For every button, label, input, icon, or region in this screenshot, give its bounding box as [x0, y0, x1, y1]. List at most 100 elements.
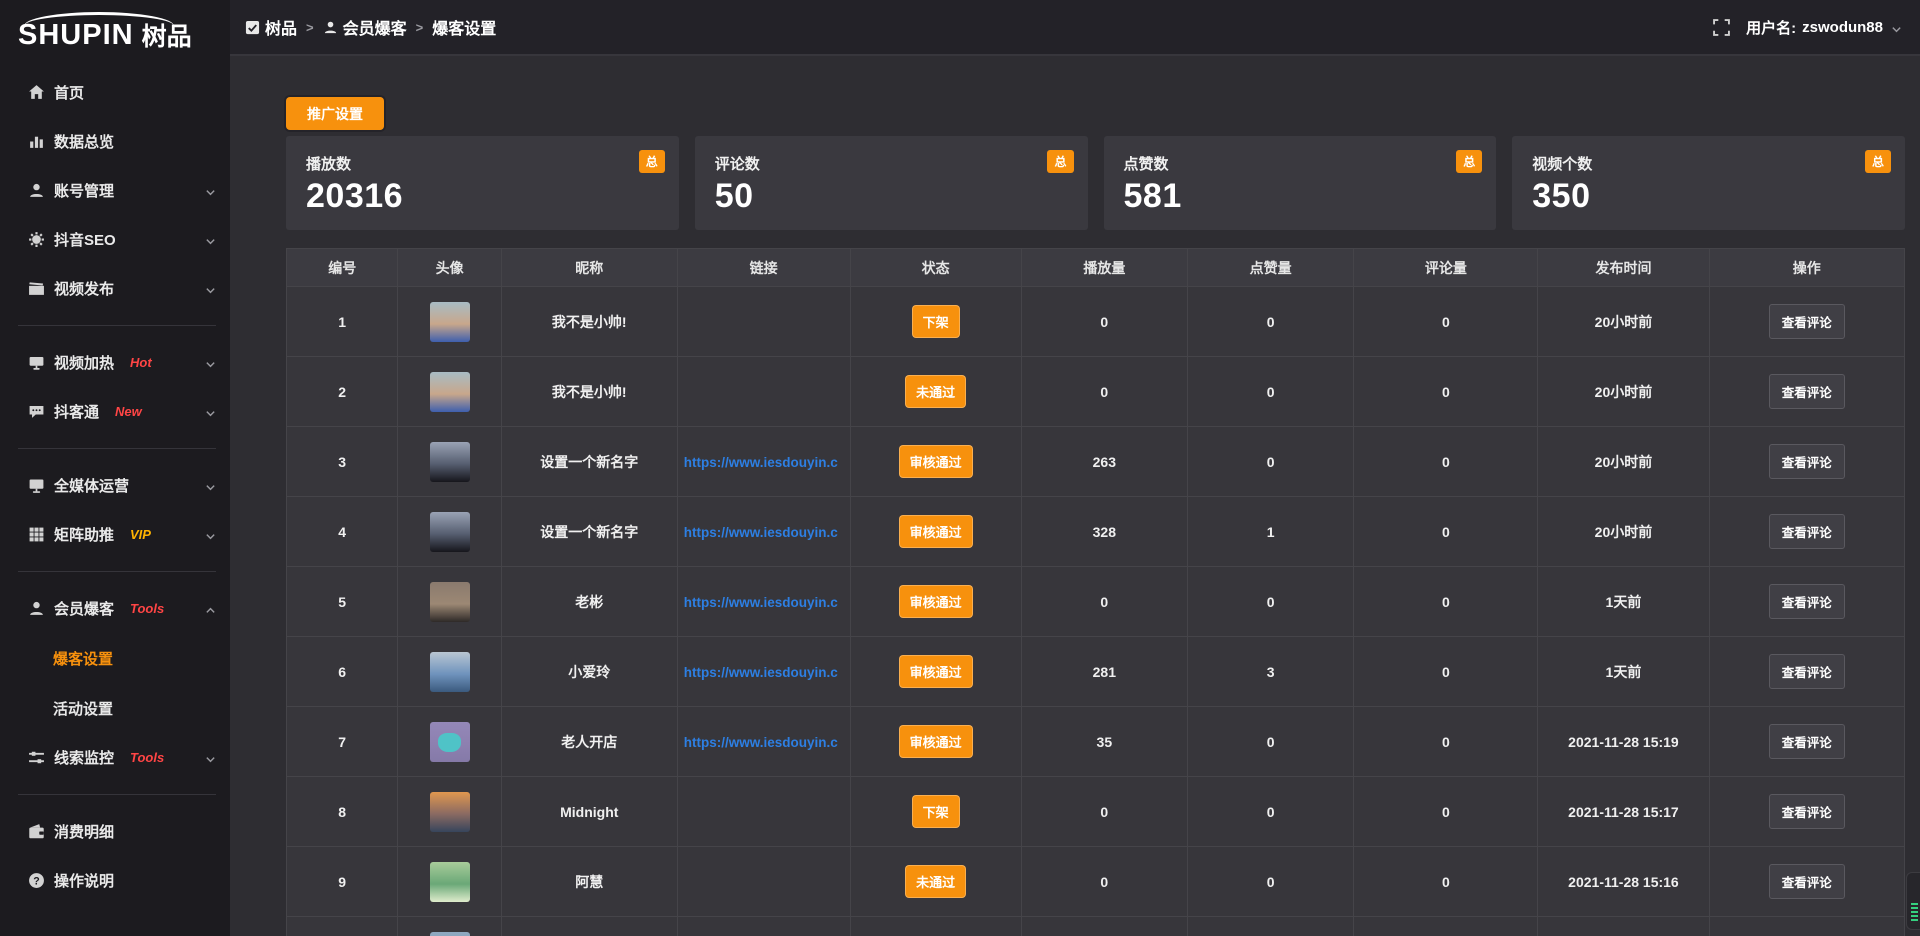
cell-status: 未通过	[849, 356, 1022, 427]
sidebar-subitem-label: 活动设置	[53, 700, 114, 718]
fullscreen-icon[interactable]	[1713, 18, 1731, 36]
column-header: 编号	[285, 248, 399, 287]
svg-text:?: ?	[33, 875, 39, 887]
view-comments-button[interactable]: 查看评论	[1768, 514, 1845, 549]
cell-plays	[1020, 916, 1188, 936]
table-row	[285, 916, 1906, 936]
sidebar-item-douketong[interactable]: 抖客通 New	[0, 387, 230, 436]
profile-link[interactable]: https://www.iesdouyin.c	[683, 734, 838, 750]
status-badge[interactable]: 审核通过	[898, 585, 973, 618]
cell-publish-time: 2021-11-28 15:16	[1537, 846, 1710, 917]
sidebar-item-omni-media[interactable]: 全媒体运营	[0, 461, 230, 510]
cell-avatar	[397, 776, 502, 847]
cell-actions: 查看评论	[1708, 426, 1906, 497]
avatar	[429, 441, 470, 482]
cell-status: 未通过	[849, 846, 1022, 917]
chevron-down-icon	[205, 234, 216, 245]
cell-likes: 0	[1186, 566, 1355, 637]
cell-status: 审核通过	[849, 566, 1022, 637]
chevron-down-icon	[205, 283, 216, 294]
sidebar-item-video-publish[interactable]: 视频发布	[0, 264, 230, 313]
status-badge[interactable]: 下架	[911, 305, 960, 338]
cell-nickname: 设置一个新名字	[500, 496, 678, 567]
cell-publish-time: 20小时前	[1537, 356, 1710, 427]
profile-link[interactable]: https://www.iesdouyin.c	[683, 664, 838, 680]
column-header: 昵称	[500, 248, 678, 287]
status-badge[interactable]: 未通过	[905, 375, 967, 408]
breadcrumb-item-member-baoke[interactable]: 会员爆客	[323, 15, 407, 39]
sidebar-item-account-management[interactable]: 账号管理	[0, 166, 230, 215]
cell-actions: 查看评论	[1708, 706, 1906, 777]
view-comments-button[interactable]: 查看评论	[1768, 654, 1845, 689]
sidebar-menu: 首页数据总览账号管理抖音SEO 视频发布视频加热 Hot 抖客通 New 全媒体运营矩阵助…	[0, 56, 230, 905]
sidebar-item-badge: Hot	[130, 355, 152, 370]
floating-widget[interactable]	[1906, 872, 1920, 930]
stat-card: 评论数 50 总	[694, 136, 1088, 230]
cell-likes: 0	[1186, 356, 1355, 427]
breadcrumb-item-shupin[interactable]: 树品	[245, 15, 297, 39]
user-menu[interactable]: 用户名: zswodun88	[1746, 17, 1902, 38]
status-badge[interactable]: 下架	[911, 795, 960, 828]
cell-plays: 35	[1020, 706, 1188, 777]
table-row: 1 我不是小帅! 下架 0 0 0 20小时前 查看评论	[285, 286, 1906, 357]
sidebar: SHUPIN 树品 首页 数据总览 账号管理 抖音SEO 视频发布 视频加热 Hot 抖客通 N…	[0, 0, 230, 936]
column-header: 播放量	[1020, 248, 1188, 287]
sidebar-item-consumption-detail[interactable]: 消费明细	[0, 807, 230, 856]
sidebar-item-label: 数据总览	[54, 134, 115, 151]
sidebar-item-label: 全媒体运营	[54, 478, 130, 495]
sidebar-item-data-overview[interactable]: 数据总览	[0, 117, 230, 166]
sidebar-item-label: 抖音SEO	[54, 232, 116, 249]
view-comments-button[interactable]: 查看评论	[1768, 864, 1845, 899]
stat-card-label: 评论数	[714, 156, 760, 173]
cell-avatar	[397, 846, 502, 917]
profile-link[interactable]: https://www.iesdouyin.c	[683, 594, 838, 610]
sidebar-item-video-heat[interactable]: 视频加热 Hot	[0, 338, 230, 387]
cell-nickname: 老彬	[500, 566, 678, 637]
cell-id: 5	[285, 566, 399, 637]
sidebar-item-clue-monitor[interactable]: 线索监控 Tools	[0, 733, 230, 782]
cell-actions: 查看评论	[1708, 286, 1906, 357]
status-badge[interactable]: 未通过	[905, 865, 967, 898]
status-badge[interactable]: 审核通过	[898, 725, 973, 758]
cell-avatar	[397, 286, 502, 357]
view-comments-button[interactable]: 查看评论	[1768, 304, 1845, 339]
status-badge[interactable]: 审核通过	[898, 655, 973, 688]
chevron-down-icon	[205, 357, 216, 368]
profile-link[interactable]: https://www.iesdouyin.c	[683, 454, 838, 470]
cell-nickname: 小爱玲	[500, 636, 678, 707]
sidebar-subitem-baoke-settings[interactable]: 爆客设置	[0, 633, 230, 683]
cell-likes: 0	[1186, 286, 1355, 357]
stat-cards: 播放数 20316 总 评论数 50 总 点赞数 581 总 视频个数 350 总	[286, 136, 1905, 230]
cell-plays: 0	[1020, 356, 1188, 427]
chevron-down-icon	[205, 480, 216, 491]
stat-card-value: 350	[1532, 177, 1591, 215]
sidebar-item-member-baoke[interactable]: 会员爆客 Tools	[0, 584, 230, 633]
sidebar-subitem-activity-settings[interactable]: 活动设置	[0, 683, 230, 733]
status-badge[interactable]: 审核通过	[898, 445, 973, 478]
sidebar-item-home[interactable]: 首页	[0, 68, 230, 117]
view-comments-button[interactable]: 查看评论	[1768, 374, 1845, 409]
profile-link[interactable]: https://www.iesdouyin.c	[683, 524, 838, 540]
status-badge[interactable]: 审核通过	[898, 515, 973, 548]
cell-plays: 281	[1020, 636, 1188, 707]
stat-card-label: 视频个数	[1532, 156, 1593, 173]
view-comments-button[interactable]: 查看评论	[1768, 724, 1845, 759]
view-comments-button[interactable]: 查看评论	[1768, 794, 1845, 829]
stat-card: 视频个数 350 总	[1512, 136, 1905, 230]
sidebar-item-douyin-seo[interactable]: 抖音SEO	[0, 215, 230, 264]
home-icon	[28, 84, 45, 101]
breadcrumb-item-baoke-settings[interactable]: 爆客设置	[432, 15, 496, 39]
promo-settings-button[interactable]: 推广设置	[286, 97, 384, 130]
topbar: 树品 > 会员爆客 > 爆客设置 用户名: zswodun88	[230, 0, 1920, 56]
table-row: 9 阿慧 未通过 0 0 0 2021-11-28 15:16 查看评论	[285, 846, 1906, 917]
sidebar-item-label: 账号管理	[54, 183, 115, 200]
view-comments-button[interactable]: 查看评论	[1768, 444, 1845, 479]
cell-id: 1	[285, 286, 399, 357]
cell-plays: 263	[1020, 426, 1188, 497]
video-icon	[28, 280, 45, 297]
sidebar-item-matrix-boost[interactable]: 矩阵助推 VIP	[0, 510, 230, 559]
view-comments-button[interactable]: 查看评论	[1768, 584, 1845, 619]
sidebar-item-operation-guide[interactable]: ? 操作说明	[0, 856, 230, 905]
cell-link: https://www.iesdouyin.c	[676, 426, 851, 497]
breadcrumb-separator: >	[415, 19, 424, 35]
